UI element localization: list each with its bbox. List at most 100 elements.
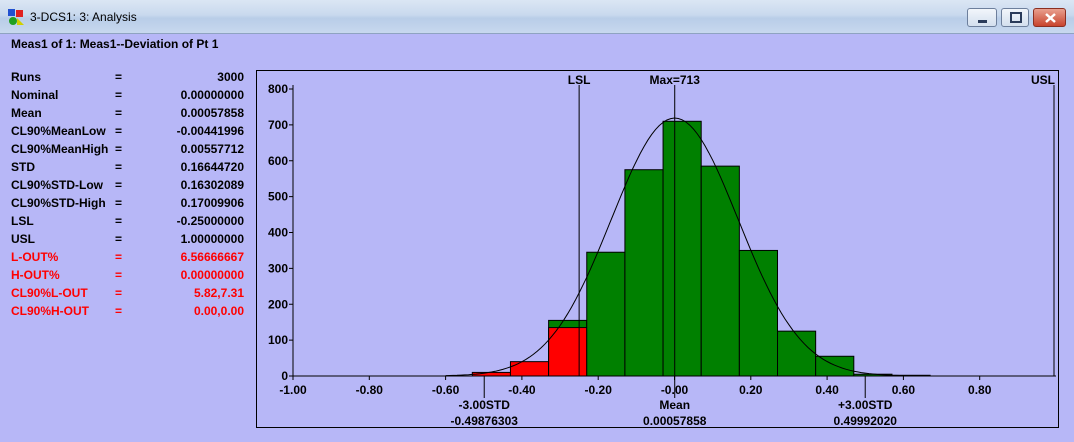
stat-marker-value: 0.49992020 bbox=[834, 414, 898, 427]
stat-label: CL90%MeanLow bbox=[11, 124, 106, 138]
stat-row: CL90%MeanHigh = 0.00557712 bbox=[11, 142, 246, 160]
stat-equals: = bbox=[115, 196, 123, 210]
x-tick-label: 0.20 bbox=[739, 383, 763, 397]
stat-label: Mean bbox=[11, 106, 42, 120]
stat-label: CL90%H-OUT bbox=[11, 304, 90, 318]
x-tick-label: 0.40 bbox=[815, 383, 839, 397]
x-tick-label: 0.60 bbox=[892, 383, 916, 397]
stat-value: 0.00,0.00 bbox=[193, 304, 244, 318]
y-tick-label: 100 bbox=[268, 333, 288, 347]
y-tick-label: 400 bbox=[268, 226, 288, 240]
stat-row: USL = 1.00000000 bbox=[11, 232, 246, 250]
stat-equals: = bbox=[115, 106, 123, 120]
histogram-bar bbox=[700, 165, 740, 377]
stat-equals: = bbox=[115, 124, 123, 138]
maximize-icon bbox=[1010, 12, 1022, 23]
stat-row: CL90%L-OUT = 5.82,7.31 bbox=[11, 286, 246, 304]
y-tick-label: 500 bbox=[268, 190, 288, 204]
stat-label: L-OUT% bbox=[11, 250, 59, 264]
minimize-button[interactable] bbox=[967, 8, 997, 27]
histogram-bar bbox=[815, 355, 855, 377]
stat-equals: = bbox=[115, 232, 123, 246]
histogram-bar-out-of-spec bbox=[548, 327, 588, 377]
title-bar[interactable]: 3-DCS1: 3: Analysis bbox=[0, 0, 1074, 34]
stat-equals: = bbox=[115, 268, 123, 282]
stat-marker-label: +3.00STD bbox=[838, 398, 893, 412]
stat-label: Runs bbox=[11, 70, 41, 84]
histogram-bar bbox=[777, 330, 817, 377]
stat-row: CL90%STD-Low = 0.16302089 bbox=[11, 178, 246, 196]
stat-label: LSL bbox=[11, 214, 34, 228]
stat-value: 3000 bbox=[217, 70, 244, 84]
stat-label: CL90%L-OUT bbox=[11, 286, 88, 300]
stat-label: CL90%STD-Low bbox=[11, 178, 104, 192]
x-tick-label: 0.80 bbox=[968, 383, 992, 397]
y-tick-label: 800 bbox=[268, 82, 288, 96]
stat-row: Mean = 0.00057858 bbox=[11, 106, 246, 124]
stat-equals: = bbox=[115, 304, 123, 318]
statistics-panel: Runs = 3000 Nominal = 0.00000000 Mean = 0.000578… bbox=[11, 70, 246, 322]
stat-equals: = bbox=[115, 214, 123, 228]
stat-value: 5.82,7.31 bbox=[193, 286, 244, 300]
stat-label: Nominal bbox=[11, 88, 59, 102]
spec-line-label: Max=713 bbox=[650, 73, 701, 87]
y-tick-label: 200 bbox=[268, 297, 288, 311]
stat-value: 0.17009906 bbox=[180, 196, 244, 210]
stat-equals: = bbox=[115, 250, 123, 264]
stat-row: CL90%STD-High = 0.17009906 bbox=[11, 196, 246, 214]
maximize-button[interactable] bbox=[1001, 8, 1029, 27]
stat-row: Runs = 3000 bbox=[11, 70, 246, 88]
stat-marker-label: Mean bbox=[659, 398, 690, 412]
stat-value: 0.16644720 bbox=[180, 160, 244, 174]
stat-row: CL90%H-OUT = 0.00,0.00 bbox=[11, 304, 246, 322]
stat-marker-value: -0.49876303 bbox=[451, 414, 519, 427]
window-title: 3-DCS1: 3: Analysis bbox=[30, 10, 137, 24]
stat-row: STD = 0.16644720 bbox=[11, 160, 246, 178]
stat-value: 0.00057858 bbox=[180, 106, 244, 120]
stat-equals: = bbox=[115, 178, 123, 192]
x-tick-label: -0.80 bbox=[356, 383, 384, 397]
histogram-bar bbox=[662, 120, 702, 377]
histogram-bar bbox=[738, 249, 779, 377]
histogram-bar bbox=[586, 251, 626, 377]
stat-value: 0.00000000 bbox=[180, 88, 244, 102]
spec-line-label: USL bbox=[1031, 73, 1055, 87]
y-tick-label: 700 bbox=[268, 118, 288, 132]
stat-value: 0.00000000 bbox=[180, 268, 244, 282]
minimize-icon bbox=[978, 20, 987, 23]
stat-marker-label: -3.00STD bbox=[459, 398, 511, 412]
stat-row: CL90%MeanLow = -0.00441996 bbox=[11, 124, 246, 142]
stat-row: L-OUT% = 6.56666667 bbox=[11, 250, 246, 268]
stat-row: H-OUT% = 0.00000000 bbox=[11, 268, 246, 286]
stat-value: 0.00557712 bbox=[180, 142, 244, 156]
x-tick-label: -1.00 bbox=[279, 383, 307, 397]
stat-value: -0.00441996 bbox=[176, 124, 244, 138]
stat-value: -0.25000000 bbox=[176, 214, 244, 228]
stat-label: USL bbox=[11, 232, 35, 246]
stat-equals: = bbox=[115, 70, 123, 84]
stat-label: CL90%STD-High bbox=[11, 196, 106, 210]
spec-line-label: LSL bbox=[568, 73, 591, 87]
stat-label: CL90%MeanHigh bbox=[11, 142, 109, 156]
x-tick-label: -0.20 bbox=[585, 383, 613, 397]
stat-value: 1.00000000 bbox=[180, 232, 244, 246]
normal-curve bbox=[445, 117, 908, 377]
close-button[interactable] bbox=[1033, 8, 1066, 27]
stat-value: 6.56666667 bbox=[180, 250, 244, 264]
stat-marker-value: 0.00057858 bbox=[643, 414, 707, 427]
measurement-heading: Meas1 of 1: Meas1--Deviation of Pt 1 bbox=[11, 37, 219, 51]
stat-row: LSL = -0.25000000 bbox=[11, 214, 246, 232]
stat-equals: = bbox=[115, 142, 123, 156]
x-tick-label: -0.40 bbox=[508, 383, 536, 397]
x-tick-label: -0.60 bbox=[432, 383, 460, 397]
stat-value: 0.16302089 bbox=[180, 178, 244, 192]
histogram-chart: 0 100 200 300 400 500 600 700 800 -1.00 -0.80 -0.60… bbox=[256, 70, 1059, 428]
stat-label: STD bbox=[11, 160, 35, 174]
stat-row: Nominal = 0.00000000 bbox=[11, 88, 246, 106]
stat-equals: = bbox=[115, 88, 123, 102]
stat-label: H-OUT% bbox=[11, 268, 60, 282]
close-icon bbox=[1045, 13, 1056, 23]
histogram-bar-out-of-spec bbox=[509, 361, 550, 377]
histogram-svg: 0 100 200 300 400 500 600 700 800 -1.00 -0.80 -0.60… bbox=[268, 73, 1056, 428]
